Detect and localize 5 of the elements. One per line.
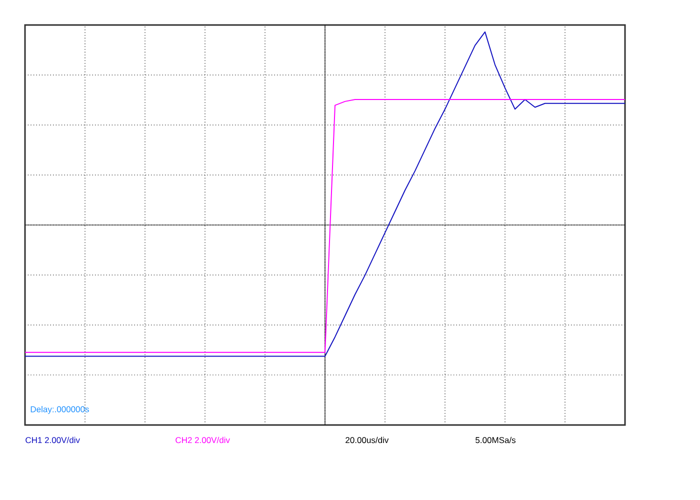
- text: Delay:.000000s: [30, 406, 89, 414]
- text: 5.00MSa/s: [476, 436, 516, 444]
- text: 20.00us/div: [346, 436, 389, 444]
- text: CH1 2.00V/div: [26, 436, 80, 444]
- text: CH2 2.00V/div: [176, 436, 230, 444]
